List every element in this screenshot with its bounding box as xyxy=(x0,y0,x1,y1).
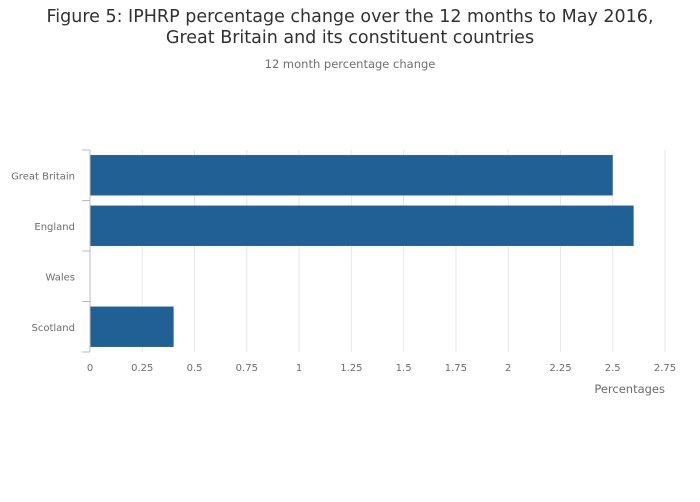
x-tick-label: 2.75 xyxy=(654,363,676,374)
bar xyxy=(90,155,613,196)
y-tick-label: Great Britain xyxy=(11,171,75,182)
y-tick-label: Wales xyxy=(45,272,75,283)
x-axis-title: Percentages xyxy=(594,382,665,396)
x-tick-label: 1 xyxy=(296,363,302,374)
x-tick-label: 2 xyxy=(505,363,511,374)
chart-subtitle: 12 month percentage change xyxy=(264,57,436,71)
axes xyxy=(82,149,91,353)
x-tick-label: 1.25 xyxy=(340,363,362,374)
x-tick-label: 0.5 xyxy=(187,363,203,374)
x-tick-label: 1.75 xyxy=(445,363,467,374)
chart-title: Figure 5: IPHRP percentage change over t… xyxy=(46,7,654,48)
y-tick-label: Scotland xyxy=(32,323,75,334)
x-tick-label: 2.25 xyxy=(549,363,571,374)
bar xyxy=(90,306,174,347)
axis-labels: 0 0.25 0.5 0.75 1 1.25 1.5 1.75 2 2.25 2.5 2.75 Grea… xyxy=(11,171,676,396)
x-tick-label: 0 xyxy=(87,363,93,374)
bar xyxy=(90,205,634,246)
x-tick-label: 2.5 xyxy=(605,363,621,374)
x-tick-label: 0.25 xyxy=(131,363,153,374)
bars xyxy=(90,155,634,347)
x-tick-label: 1.5 xyxy=(396,363,412,374)
x-tick-label: 0.75 xyxy=(236,363,258,374)
y-tick-label: England xyxy=(34,222,75,233)
